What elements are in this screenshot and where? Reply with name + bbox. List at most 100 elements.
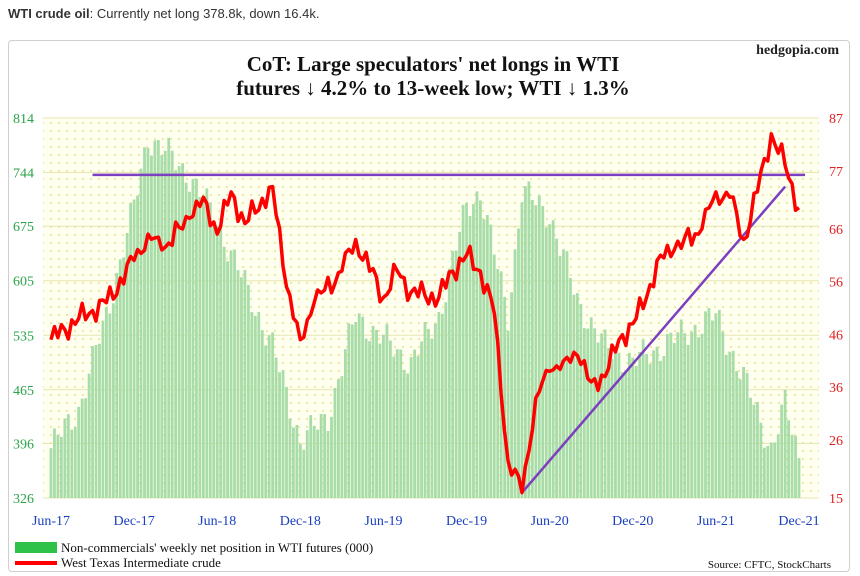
net-position-bar [212,226,216,498]
legend-swatch-bars [15,542,57,553]
net-position-bar [541,206,545,498]
net-position-bar [233,249,236,498]
bars-group [49,137,801,499]
net-position-bar [503,296,507,498]
net-position-bar [87,373,91,498]
net-position-bar [783,389,787,498]
net-position-bar [59,436,63,498]
net-position-bar [174,170,178,498]
net-position-bar [150,155,153,498]
net-position-bar [56,434,60,498]
net-position-bar [285,386,288,498]
net-position-bar [641,339,645,498]
net-position-bar [208,202,212,498]
net-position-bar [260,330,264,498]
right-axis-tick-label: 36 [829,381,843,396]
net-position-bar [548,224,552,498]
net-position-bar [309,415,313,498]
net-position-bar [624,369,628,498]
net-position-bar [409,357,413,498]
net-position-bar [742,366,745,498]
net-position-bar [610,359,614,498]
net-position-bar [631,357,635,498]
net-position-bar [281,369,285,498]
net-position-bar [139,168,143,498]
right-axis-tick-label: 56 [829,276,843,291]
net-position-bar [143,147,146,498]
net-position-bar [416,355,420,498]
net-position-bar [364,338,368,498]
net-position-bar [454,250,458,498]
net-position-bar [111,303,115,498]
net-position-bar [80,398,84,498]
watermark: hedgopia.com [756,43,839,58]
net-position-bar [236,270,240,498]
net-position-bar [392,356,396,498]
net-position-bar [84,398,88,498]
right-axis-tick-label: 26 [829,434,843,449]
net-position-bar [378,343,382,498]
net-position-bar [219,225,223,498]
net-position-bar [343,349,347,498]
net-position-bar [700,333,704,498]
net-position-bar [240,277,243,498]
net-position-bar [427,328,430,498]
net-position-bar [669,332,673,498]
net-position-bar [704,311,707,498]
net-position-bar [690,331,694,498]
net-position-bar [191,179,195,498]
net-position-bar [66,414,70,498]
net-position-bar [420,341,423,498]
net-position-bar [575,293,579,498]
net-position-bar [655,346,659,498]
net-position-bar [63,418,67,498]
net-position-bar [586,328,590,498]
net-position-bar [562,249,565,498]
x-axis-tick-label: Dec-18 [280,514,321,529]
net-position-bar [735,371,739,498]
net-position-bar [177,166,181,498]
net-position-bar [347,323,351,498]
net-position-bar [73,426,77,498]
net-position-bar [537,195,541,499]
net-position-bar [551,220,555,498]
net-position-bar [600,333,604,498]
net-position-bar [163,150,167,498]
net-position-bar [198,196,202,498]
net-position-bar [406,373,410,498]
net-position-bar [371,325,375,498]
net-position-bar [780,404,784,498]
net-position-bar [596,342,600,498]
net-position-bar [776,434,780,498]
net-position-bar [312,425,316,498]
net-position-bar [125,233,129,498]
left-axis-tick-label: 465 [13,384,34,399]
net-position-bar [790,434,794,498]
net-position-bar [430,338,434,498]
net-position-bar [773,442,777,498]
net-position-bar [513,249,517,498]
net-position-bar [156,140,160,498]
net-position-bar [205,188,209,498]
net-position-bar [707,308,711,498]
net-position-bar [607,347,610,498]
right-axis-tick-label: 46 [829,328,843,343]
net-position-bar [717,309,721,498]
net-position-bar [659,360,662,498]
chart-title: CoT: Large speculators' net longs in WTI [247,52,620,76]
net-position-bar [267,335,271,498]
x-axis-tick-label: Dec-19 [446,514,487,529]
net-position-bar [91,346,94,498]
net-position-bar [295,425,299,498]
net-position-bar [479,200,482,499]
net-position-bar [496,268,500,498]
left-axis-tick-label: 396 [13,437,34,452]
net-position-bar [375,329,378,498]
chart-svg: 326 396 465 535 605 675 744 814 15 26 36 46 56 66 77 87… [13,43,843,571]
x-axis-tick-label: Jun-20 [531,514,569,529]
net-position-bar [569,278,572,498]
net-position-bar [433,323,437,498]
right-axis-tick-label: 15 [829,492,843,507]
net-position-bar [756,402,759,498]
net-position-bar [769,442,773,498]
